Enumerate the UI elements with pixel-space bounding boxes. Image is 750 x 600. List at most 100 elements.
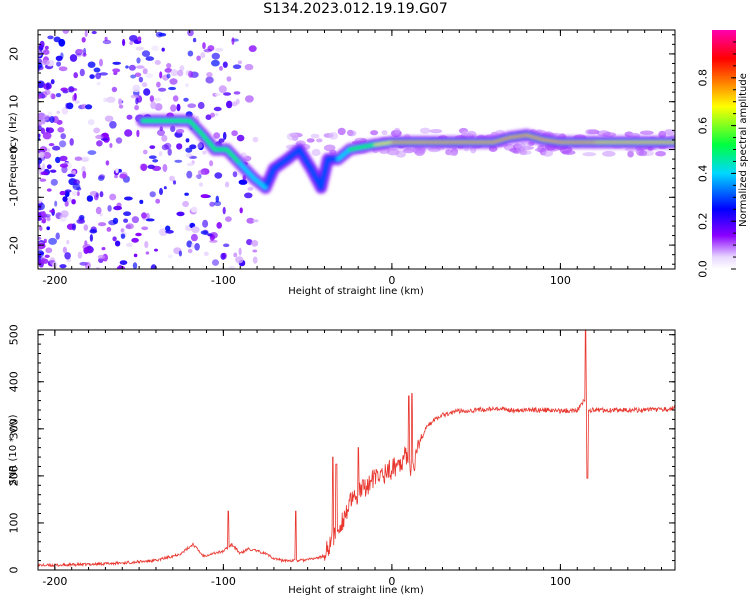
noise-speckle	[225, 216, 232, 222]
noise-speckle	[223, 92, 232, 96]
noise-speckle	[96, 81, 101, 86]
noise-speckle	[185, 138, 190, 143]
noise-speckle	[225, 181, 230, 188]
ridge-halo-speckle	[395, 150, 407, 158]
ridge-halo-speckle	[516, 145, 525, 153]
y-tick-label: 20	[8, 47, 21, 61]
noise-speckle	[82, 52, 87, 57]
noise-speckle	[186, 162, 195, 167]
noise-speckle	[156, 81, 161, 88]
noise-speckle	[200, 230, 209, 235]
noise-speckle	[149, 95, 155, 103]
noise-speckle	[188, 70, 194, 78]
noise-speckle	[131, 216, 139, 224]
y-tick-label: -20	[8, 236, 21, 254]
noise-speckle	[39, 151, 45, 158]
noise-speckle	[134, 72, 142, 78]
noise-speckle	[214, 92, 221, 97]
noise-speckle	[69, 54, 78, 62]
y-tick-label: 10	[8, 95, 21, 109]
noise-speckle	[84, 261, 91, 269]
noise-speckle	[199, 182, 203, 187]
noise-speckle	[213, 106, 222, 112]
snr-panel: -200 -100 0 100 0 100 200 300 400 500 Height of s…	[8, 324, 676, 596]
noise-speckle	[231, 101, 238, 107]
noise-speckle	[196, 55, 201, 61]
x-tick-label: -100	[211, 274, 236, 287]
noise-speckle	[214, 172, 223, 179]
noise-speckle	[43, 116, 49, 121]
noise-speckle	[83, 224, 89, 231]
noise-speckle	[239, 207, 243, 214]
ridge-segment	[238, 162, 256, 180]
ridge-segment	[374, 141, 393, 146]
noise-speckle	[58, 38, 66, 47]
noise-speckle	[252, 219, 259, 223]
noise-speckle	[65, 102, 69, 109]
noise-speckle	[238, 179, 248, 185]
noise-speckle	[185, 147, 193, 153]
noise-speckle	[219, 66, 223, 71]
noise-speckle	[132, 262, 138, 269]
noise-speckle	[143, 88, 151, 96]
noise-speckle	[251, 240, 259, 247]
noise-speckle	[183, 97, 189, 102]
x-tick-label: 100	[550, 575, 571, 588]
ridge-halo-speckle	[602, 150, 616, 157]
noise-speckle	[41, 59, 50, 66]
noise-speckle	[223, 243, 230, 248]
noise-speckle	[238, 247, 242, 256]
noise-speckle	[209, 239, 218, 243]
noise-speckle	[87, 61, 96, 68]
noise-speckle	[209, 232, 218, 239]
noise-speckle	[64, 252, 71, 260]
noise-speckle	[44, 254, 50, 258]
noise-speckle	[119, 173, 128, 179]
noise-speckle	[128, 64, 136, 71]
noise-speckle	[74, 100, 80, 104]
noise-speckle	[47, 111, 53, 117]
noise-speckle	[76, 219, 86, 224]
noise-speckle	[71, 223, 77, 231]
noise-speckle	[126, 114, 133, 120]
noise-speckle	[84, 30, 88, 38]
noise-speckle	[135, 97, 139, 105]
noise-speckle	[77, 251, 83, 259]
noise-speckle	[155, 198, 161, 204]
noise-speckle	[45, 45, 49, 50]
noise-speckle	[112, 236, 117, 242]
noise-speckle	[131, 237, 139, 243]
noise-speckle	[125, 65, 129, 69]
ridge-halo-speckle	[310, 133, 320, 139]
noise-speckle	[233, 252, 238, 258]
noise-speckle	[46, 82, 52, 89]
colorbar-tick-label: 0.0	[697, 260, 710, 278]
noise-speckle	[252, 249, 258, 253]
ridge-segment	[187, 119, 205, 137]
noise-speckle	[99, 72, 108, 76]
noise-speckle	[59, 155, 68, 162]
y-tick-label: -10	[8, 188, 21, 206]
ridge-halo-speckle	[347, 130, 357, 137]
noise-speckle	[212, 259, 219, 266]
noise-speckle	[135, 46, 144, 51]
noise-speckle	[218, 85, 227, 94]
ridge-segment	[509, 134, 528, 138]
noise-speckle	[55, 93, 62, 98]
noise-speckle	[95, 192, 99, 198]
noise-speckle	[45, 247, 53, 254]
noise-speckle	[45, 127, 50, 133]
noise-speckle	[233, 91, 241, 95]
noise-speckle	[200, 194, 210, 199]
ridge-halo-speckle	[286, 132, 298, 141]
ridge-segment	[296, 146, 314, 172]
noise-speckle	[138, 76, 144, 83]
x-tick-label: 0	[388, 274, 395, 287]
noise-speckle	[185, 83, 189, 88]
ridge-segment	[201, 133, 217, 152]
noise-speckle	[187, 50, 194, 57]
noise-speckle	[112, 61, 121, 65]
noise-speckle	[231, 37, 235, 45]
